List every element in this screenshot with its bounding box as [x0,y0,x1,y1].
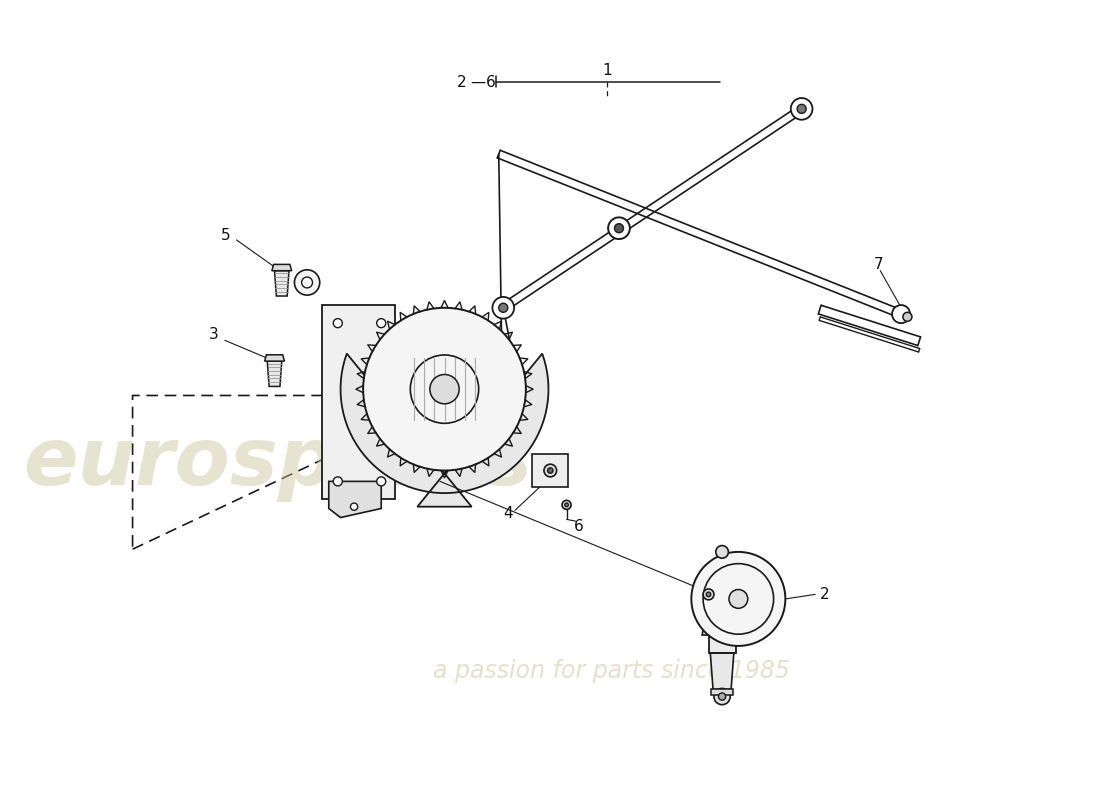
Circle shape [333,318,342,328]
Circle shape [798,104,806,114]
Text: 7: 7 [873,257,883,272]
Text: 4: 4 [503,506,513,521]
Circle shape [703,589,714,600]
Circle shape [498,303,508,312]
Polygon shape [711,653,734,690]
Text: 2: 2 [820,587,829,602]
Text: 6: 6 [486,75,495,90]
Polygon shape [712,690,733,694]
Circle shape [548,468,553,474]
Circle shape [718,693,726,700]
Text: 2: 2 [456,75,466,90]
Polygon shape [329,482,382,518]
Polygon shape [133,395,458,549]
Circle shape [363,308,526,470]
Circle shape [706,592,711,597]
Circle shape [691,552,785,646]
Polygon shape [702,613,743,635]
Circle shape [295,270,320,295]
Circle shape [430,374,459,404]
Polygon shape [272,264,292,270]
Text: 6: 6 [573,519,583,534]
Circle shape [615,224,624,233]
Circle shape [791,98,813,120]
Polygon shape [275,270,289,296]
Circle shape [892,305,910,323]
Circle shape [903,312,912,322]
Polygon shape [708,572,736,653]
Text: 3: 3 [209,327,219,342]
Polygon shape [267,361,282,386]
Polygon shape [532,454,569,486]
Polygon shape [341,354,549,506]
Circle shape [729,590,748,608]
Circle shape [376,477,386,486]
Polygon shape [265,354,285,361]
Circle shape [493,297,514,318]
Text: —: — [471,75,485,90]
Circle shape [544,464,557,477]
Circle shape [376,318,386,328]
Text: 5: 5 [221,228,231,243]
Text: a passion for parts since 1985: a passion for parts since 1985 [433,659,790,683]
Text: eurospares: eurospares [23,424,531,502]
Circle shape [714,689,730,705]
Polygon shape [322,305,395,499]
Circle shape [562,500,571,510]
Circle shape [351,503,358,510]
Circle shape [716,546,728,558]
Circle shape [608,218,630,239]
Circle shape [333,477,342,486]
Circle shape [301,277,312,288]
Circle shape [564,503,569,506]
Text: 1: 1 [603,63,612,78]
